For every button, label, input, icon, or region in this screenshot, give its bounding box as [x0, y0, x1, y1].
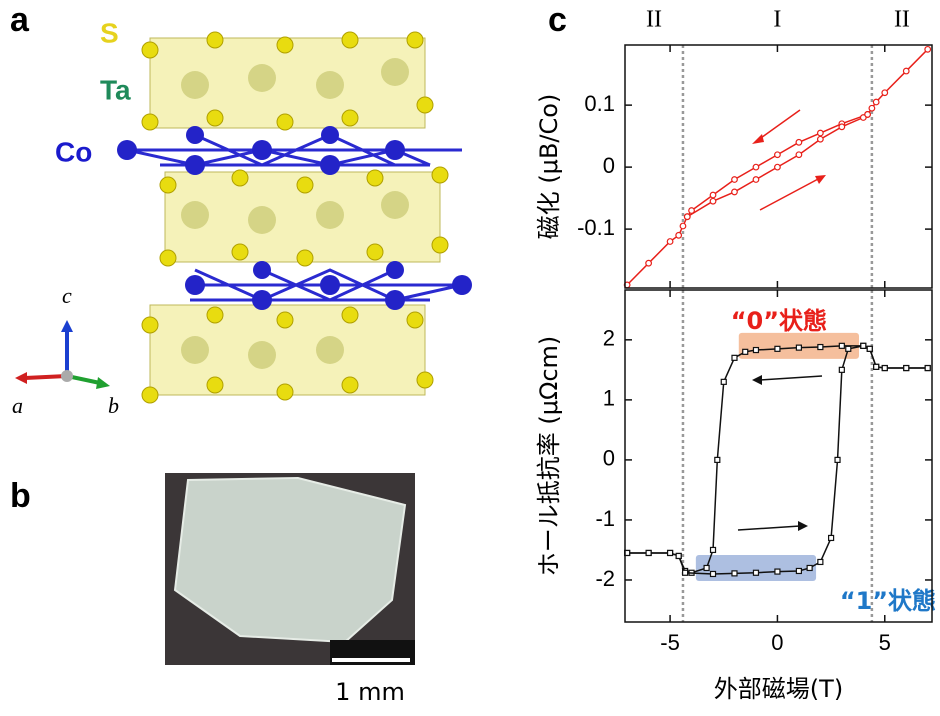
data-point: [902, 67, 910, 75]
element-label: Ta: [100, 74, 131, 105]
y-tick-label: -0.1: [577, 215, 615, 240]
data-line: [627, 345, 928, 575]
data-point: [881, 89, 889, 97]
data-line: [686, 113, 869, 218]
data-point: [834, 456, 841, 464]
element-label: Co: [55, 136, 92, 167]
data-point: [731, 176, 738, 183]
data-point: [903, 364, 910, 372]
data-point: [838, 342, 845, 349]
data-point: [866, 345, 873, 352]
data-point: [666, 549, 674, 557]
data-point: [795, 567, 802, 575]
data-point: [675, 231, 683, 239]
crystal-structure: [117, 31, 472, 404]
y-axis-label: ホール抵抗率 (μΩcm): [535, 336, 563, 577]
region-label: II: [894, 7, 910, 33]
data-point: [817, 558, 824, 566]
panel-label: c: [548, 1, 567, 39]
state-band: [695, 554, 817, 581]
panel-label: a: [10, 1, 30, 39]
y-tick-label: -1: [595, 506, 615, 531]
state-label: “0”状態: [731, 307, 827, 335]
panel-label: b: [10, 477, 31, 515]
y-tick-label: -2: [595, 566, 615, 591]
data-point: [845, 345, 852, 352]
y-tick-label: 1: [603, 386, 615, 411]
data-point: [752, 176, 760, 183]
data-point: [827, 534, 835, 542]
data-point: [675, 552, 682, 560]
data-point: [816, 135, 824, 143]
y-tick-label: 0.1: [584, 91, 615, 116]
data-point: [806, 564, 813, 572]
data-point: [666, 238, 674, 245]
axes-triad: [15, 320, 110, 389]
data-point: [924, 45, 932, 53]
data-point: [731, 354, 738, 361]
data-point: [703, 564, 710, 572]
scale-bar-label: 1 mm: [335, 678, 405, 706]
data-point: [731, 188, 738, 196]
x-tick-label: -5: [660, 630, 680, 655]
region-label: II: [646, 7, 662, 33]
charts: II I II0.10-0.1磁化 (μB/Co)“0”状態“1”状態210-1-2…: [535, 7, 936, 704]
data-point: [924, 364, 931, 372]
data-point: [795, 344, 802, 351]
y-tick-label: 2: [603, 326, 615, 351]
data-point: [682, 569, 689, 576]
x-axis-label: 外部磁場(T): [714, 675, 843, 703]
data-point: [816, 129, 824, 137]
data-point: [860, 342, 867, 349]
y-tick-label: 0: [603, 446, 615, 471]
data-point: [714, 456, 721, 464]
data-point: [817, 343, 824, 351]
data-point: [709, 191, 717, 199]
x-tick-label: 0: [771, 630, 783, 655]
data-point: [795, 138, 803, 146]
y-tick-label: 0: [603, 153, 615, 178]
region-label: I: [773, 7, 781, 33]
data-point: [645, 259, 653, 267]
data-point: [645, 549, 652, 557]
data-point: [774, 568, 781, 575]
data-point: [872, 98, 880, 106]
data-point: [774, 345, 781, 352]
data-point: [709, 546, 717, 554]
data-line: [627, 345, 928, 574]
data-point: [795, 151, 803, 159]
data-point: [709, 570, 717, 578]
data-point: [752, 163, 760, 171]
data-point: [838, 123, 846, 131]
state-label: “1”状態: [840, 587, 936, 615]
data-point: [864, 111, 871, 118]
data-point: [742, 348, 749, 355]
data-point: [752, 346, 760, 354]
axis-label: a: [12, 393, 23, 418]
data-point: [720, 378, 727, 385]
data-point: [709, 197, 717, 205]
data-point: [881, 364, 888, 372]
data-point: [752, 569, 760, 576]
axis-label: b: [108, 393, 119, 418]
sweep-arrows: [737, 109, 826, 531]
data-point: [731, 570, 738, 577]
y-axis-label: 磁化 (μB/Co): [535, 94, 563, 240]
data-point: [774, 163, 781, 171]
data-point: [838, 366, 845, 373]
micrograph: [165, 473, 415, 665]
element-label: S: [100, 17, 119, 48]
data-point: [679, 222, 687, 230]
data-point: [868, 104, 876, 112]
axis-label: c: [62, 283, 72, 308]
plot-frame: [624, 289, 933, 623]
data-point: [873, 363, 880, 370]
data-point: [683, 213, 691, 221]
x-tick-label: 5: [879, 630, 891, 655]
data-point: [774, 151, 781, 159]
